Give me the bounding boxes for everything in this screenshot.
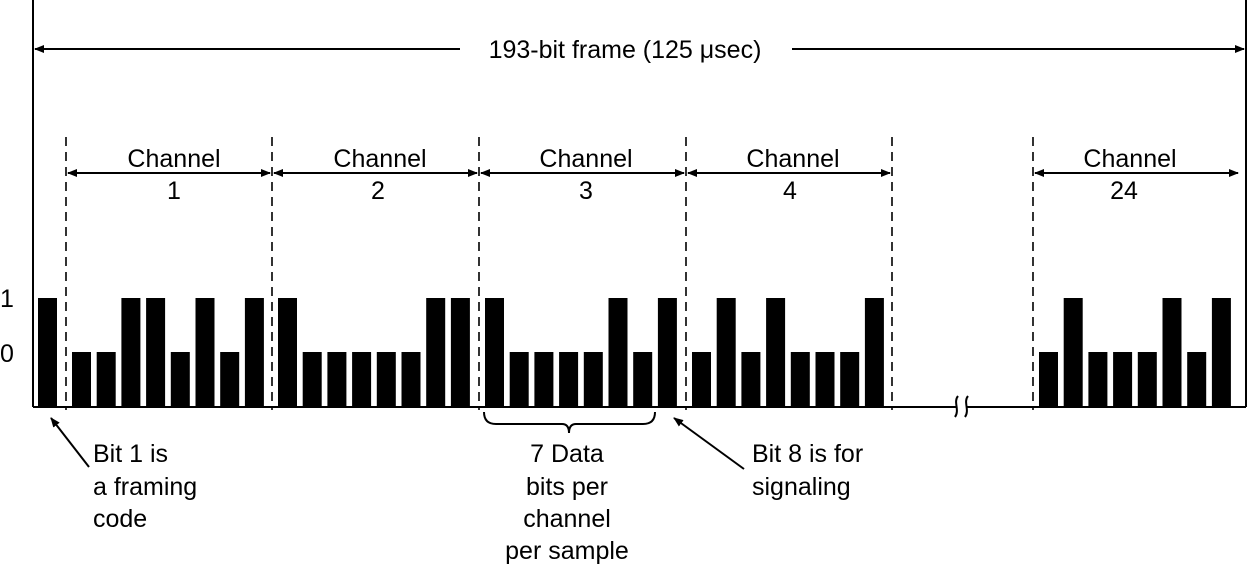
channel-3-title-backing [530, 148, 644, 168]
channel-24-bit-bar [1039, 352, 1058, 407]
channel-2-bit-bar [352, 352, 372, 407]
channel-2-bit-bar [450, 298, 470, 407]
frame-label: 193-bit frame (125 μsec) [489, 36, 762, 64]
channel-2-bit-bar [401, 352, 421, 407]
channel-2-bit-bar [278, 298, 297, 407]
channel-2-title-backing [323, 148, 437, 168]
channel-3-title: Channel [539, 145, 632, 173]
channel-1-bit-bar [195, 298, 215, 407]
framing-note-line: a framing [93, 473, 197, 501]
channel-4-bit-bar [741, 352, 761, 407]
channel-3-bit-bar [657, 298, 677, 407]
channel-1-bit-bar [121, 298, 141, 407]
channel-4-number: 4 [783, 177, 797, 205]
level-high-label: 1 [0, 285, 14, 313]
framing-note-line: Bit 1 is [93, 440, 168, 468]
channel-3-bit-bar [509, 352, 529, 407]
channel-1-title: Channel [127, 145, 220, 173]
bit-bars [38, 298, 1231, 407]
channel-24-bit-bar [1187, 352, 1207, 407]
channel-2-bit-bar [426, 298, 446, 407]
channel-24-bit-bar [1211, 298, 1231, 407]
framing-bit-bar [38, 298, 57, 407]
channel-4-title-backing [736, 148, 850, 168]
channel-1-number: 1 [167, 177, 181, 205]
channel-4-bit-bar [790, 352, 810, 407]
channel-24-bit-bar [1113, 352, 1133, 407]
channel-3-bit-bar [559, 352, 579, 407]
channel-3-number: 3 [579, 177, 593, 205]
channel-24-title-backing [1073, 148, 1187, 168]
channel-1-bit-bar [244, 298, 264, 407]
data-bits-note-line: 7 Data [530, 440, 604, 468]
channel-2-bit-bar [327, 352, 347, 407]
data-bits-note-line: per sample [505, 537, 629, 564]
channel-2-number: 2 [371, 177, 385, 205]
framing-bit-arrow [50, 417, 90, 468]
channel-24-bit-bar [1063, 298, 1083, 407]
channel-1-bit-bar [96, 352, 116, 407]
channel-2-bit-bar [302, 352, 322, 407]
channel-3-bit-bar [485, 298, 504, 407]
signaling-note-line: Bit 8 is for [752, 440, 863, 468]
data-bits-brace [483, 411, 656, 434]
channel-2-title: Channel [333, 145, 426, 173]
channel-4-bit-bar [692, 352, 711, 407]
channel-4-title: Channel [746, 145, 839, 173]
channel-1-bit-bar [220, 352, 240, 407]
signaling-note-line: signaling [752, 473, 851, 501]
channel-1-bit-bar [170, 352, 190, 407]
data-bits-note-line: channel [523, 505, 611, 533]
channel-24-bit-bar [1162, 298, 1182, 407]
baseline-break-mark [954, 395, 959, 418]
channel-24-number: 24 [1110, 177, 1138, 205]
channel-1-bit-bar [72, 352, 91, 407]
channel-24-title: Channel [1083, 145, 1176, 173]
channel-3-bit-bar [633, 352, 653, 407]
channel-4-bit-bar [840, 352, 860, 407]
channel-24-bit-bar [1137, 352, 1157, 407]
channel-4-bit-bar [766, 298, 786, 407]
baseline-break-mark [964, 395, 969, 418]
data-bits-note-line: bits per [526, 473, 608, 501]
signaling-bit-arrow [673, 417, 745, 470]
channel-1-bit-bar [146, 298, 166, 407]
channel-3-bit-bar [608, 298, 628, 407]
channel-4-bit-bar [716, 298, 736, 407]
channel-24-bit-bar [1088, 352, 1108, 407]
channel-4-bit-bar [815, 352, 835, 407]
level-low-label: 0 [0, 340, 14, 368]
channel-2-bit-bar [376, 352, 396, 407]
framing-note-line: code [93, 505, 147, 533]
channel-4-bit-bar [864, 298, 884, 407]
channel-3-bit-bar [534, 352, 554, 407]
channel-1-title-backing [117, 148, 231, 168]
channel-3-bit-bar [583, 352, 603, 407]
